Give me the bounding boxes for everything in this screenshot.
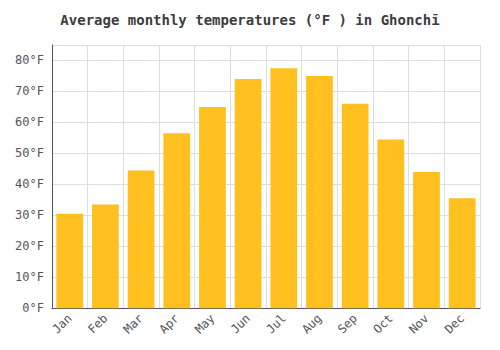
svg-text:Sep: Sep <box>335 311 360 336</box>
svg-text:Jul: Jul <box>264 311 289 336</box>
svg-text:60°F: 60°F <box>15 115 44 129</box>
svg-text:May: May <box>192 311 217 336</box>
svg-text:Aug: Aug <box>299 311 324 336</box>
svg-text:10°F: 10°F <box>15 270 44 284</box>
svg-text:Average monthly temperatures (: Average monthly temperatures (°F ) in Gh… <box>60 12 439 28</box>
svg-text:80°F: 80°F <box>15 53 44 67</box>
svg-text:Jun: Jun <box>228 311 253 336</box>
svg-text:30°F: 30°F <box>15 208 44 222</box>
svg-text:50°F: 50°F <box>15 146 44 160</box>
svg-text:Dec: Dec <box>442 311 467 336</box>
svg-text:Oct: Oct <box>371 311 396 336</box>
svg-text:0°F: 0°F <box>22 301 44 315</box>
svg-text:Apr: Apr <box>156 311 181 336</box>
svg-text:Feb: Feb <box>85 311 110 336</box>
svg-text:40°F: 40°F <box>15 177 44 191</box>
svg-text:Mar: Mar <box>121 311 146 336</box>
svg-text:Nov: Nov <box>406 311 431 336</box>
svg-text:20°F: 20°F <box>15 239 44 253</box>
svg-text:70°F: 70°F <box>15 84 44 98</box>
svg-text:Jan: Jan <box>49 311 74 336</box>
